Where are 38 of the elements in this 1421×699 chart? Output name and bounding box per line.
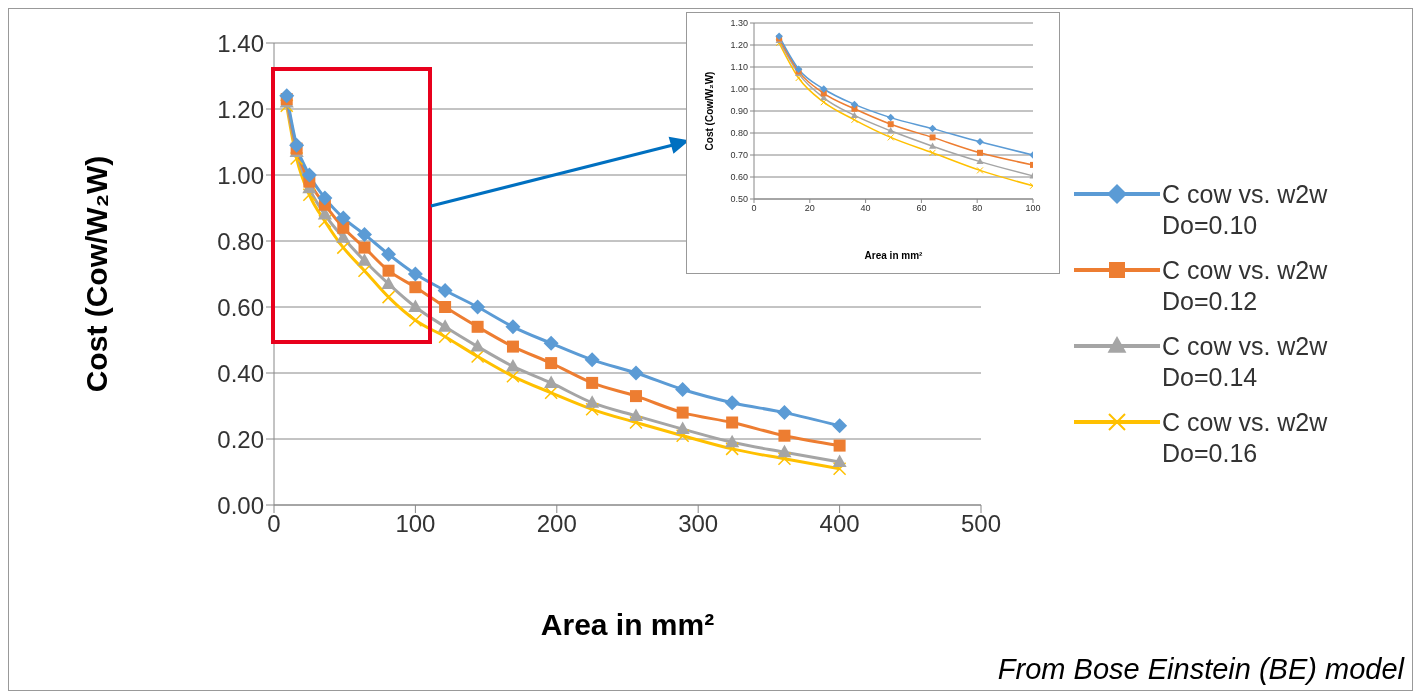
y-tick-label: 1.40 (217, 29, 264, 57)
y-tick-label: 0.60 (730, 172, 748, 183)
y-tick-label: 0.20 (217, 425, 264, 453)
x-tick-label: 300 (678, 510, 719, 538)
x-tick-label: 40 (860, 203, 871, 214)
y-tick-label: 0.80 (217, 227, 264, 255)
y-tick-label: 0.70 (730, 150, 748, 161)
y-tick-label: 1.20 (730, 40, 748, 51)
x-tick-label: 100 (395, 510, 436, 538)
y-tick-label: 1.10 (730, 62, 748, 73)
x-axis-title: Area in mm² (864, 250, 924, 261)
y-tick-label: 1.00 (217, 161, 264, 189)
y-tick-label: 0.60 (217, 293, 264, 321)
y-tick-label: 1.00 (730, 84, 748, 95)
text: From Bose Einstein (BE) model (997, 653, 1404, 686)
x-tick-label: 60 (916, 203, 927, 214)
x-tick-label: 100 (1025, 203, 1041, 214)
y-tick-label: 0.00 (217, 491, 264, 519)
y-axis-title: Cost (Cow/W₂W) (80, 155, 114, 393)
x-tick-label: 200 (536, 510, 577, 538)
y-tick-label: 1.30 (730, 18, 748, 29)
legend-label: C cow vs. w2w Do=0.10 (1162, 179, 1329, 241)
x-tick-label: 80 (972, 203, 983, 214)
y-tick-label: 1.20 (217, 95, 264, 123)
y-tick-label: 0.90 (730, 106, 748, 117)
x-axis-title: Area in mm² (540, 608, 715, 641)
y-tick-label: 0.40 (217, 359, 264, 387)
x-tick-label: 500 (960, 510, 1002, 538)
legend-label: C cow vs. w2w Do=0.14 (1162, 331, 1329, 393)
y-axis-title: Cost (Cow/W₂W) (703, 71, 715, 151)
x-tick-label: 20 (804, 203, 815, 214)
legend-label: C cow vs. w2w Do=0.16 (1162, 407, 1329, 469)
y-tick-label: 0.50 (730, 194, 748, 205)
x-tick-label: 400 (819, 510, 860, 538)
x-tick-label: 0 (267, 510, 281, 538)
y-tick-label: 0.80 (730, 128, 748, 139)
legend-label: C cow vs. w2w Do=0.12 (1162, 255, 1329, 317)
x-tick-label: 0 (751, 203, 757, 214)
